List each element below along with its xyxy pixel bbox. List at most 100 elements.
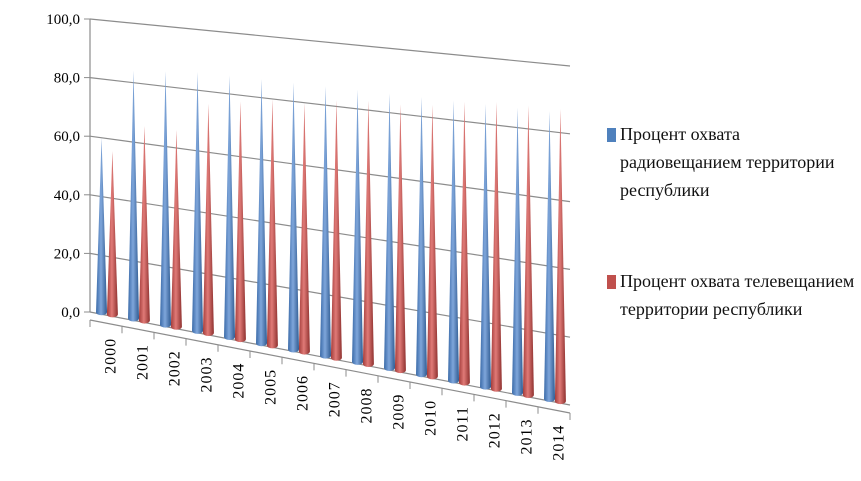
cone-radio-body [96,137,108,316]
cone-tv-body [554,109,566,405]
cone-tv [202,103,214,336]
cone-tv-body [202,103,214,336]
cone-radio [288,82,300,353]
cone-tv-body [490,101,502,392]
y-tick-label: 0,0 [61,305,80,321]
cone-radio-body [352,89,364,365]
gridline [89,311,571,406]
cone-radio [256,79,268,347]
gridline [89,252,571,338]
cone-tv-body [234,101,246,343]
x-tick-label: 2013 [518,418,535,454]
y-tick-labels: 0,0 20,0 40,0 60,0 80,0 100,0 [46,12,80,321]
cone-radio [480,104,492,390]
cone-radio [320,86,332,359]
cone-radio [224,75,236,341]
cone-tv-body [522,105,534,398]
cone-radio-body [544,111,556,403]
cone-radio-body [512,107,524,396]
x-tick-label: 2007 [326,381,343,417]
cone-tv [298,102,310,355]
cone-tv-body [138,125,150,324]
cone-tv-body [106,151,118,318]
cone-tv [394,104,406,374]
x-tick-label: 2012 [486,412,503,448]
cone-tv [266,98,278,349]
cone-tv-body [298,102,310,355]
cone-radio [544,111,556,403]
x-tick-label: 2006 [294,375,311,411]
cone-radio-body [192,71,204,334]
x-tick-label: 2001 [134,344,151,380]
cone-tv [522,105,534,398]
cone-radio [160,71,172,328]
cone-radio [128,70,140,322]
cone-tv-body [330,100,342,361]
cone-radio [448,100,460,384]
x-tick-label: 2002 [166,350,183,386]
legend-swatch-blue [607,128,616,142]
legend: Процент охвата радиовещанием территории … [607,120,857,323]
gridlines [89,18,571,406]
cone-tv [234,101,246,343]
x-tick-label: 2000 [102,338,119,374]
y-tick-label: 100,0 [46,12,80,28]
x-axis-line [89,319,571,414]
cone-radio [512,107,524,396]
cone-radio [416,96,428,378]
cone-tv-body [426,104,438,380]
legend-swatch-red [607,275,616,289]
cone-tv-body [362,100,374,367]
cone-radio [96,137,108,316]
x-tick-label: 2010 [422,400,439,436]
cone-radio-body [480,104,492,390]
x-tick-label: 2004 [230,363,247,399]
cone-tv-body [458,101,470,386]
cone-tv [554,109,566,405]
legend-label-radio: Процент охвата радиовещанием территории … [620,124,835,200]
cone-radio-body [160,71,172,328]
cone-tv-body [266,98,278,349]
cone-radio-body [224,75,236,341]
cone-tv [490,101,502,392]
x-tick-label: 2009 [390,394,407,430]
cone-radio-body [128,70,140,322]
cone-tv [170,129,182,330]
cone-radio [192,71,204,334]
cones [96,70,566,405]
cone-tv [458,101,470,386]
cone-radio [352,89,364,365]
y-tick-label: 80,0 [54,71,80,87]
cone-radio [384,93,396,372]
x-tick-label: 2014 [550,425,567,461]
cone-radio-body [288,82,300,353]
cone-radio-body [384,93,396,372]
gridline [89,77,571,135]
legend-label-tv: Процент охвата телевещанием территории р… [620,271,855,319]
legend-item-tv: Процент охвата телевещанием территории р… [607,267,857,323]
cone-radio-body [256,79,268,347]
axes [84,18,571,420]
cone-radio-body [416,96,428,378]
cone-tv [106,151,118,318]
gridline [89,194,571,270]
cone-tv-body [170,129,182,330]
y-tick-label: 40,0 [54,188,80,204]
y-tick-label: 60,0 [54,129,80,145]
x-tick-label: 2008 [358,387,375,423]
cone-tv [426,104,438,380]
cone-radio-body [448,100,460,384]
cone-tv [362,100,374,367]
cone-tv [138,125,150,324]
cone-tv-body [394,104,406,374]
gridline [89,18,571,67]
x-tick-labels: 2000 2001 2002 2003 2004 2005 2006 2007 2008 2009… [102,338,567,461]
cone-radio-body [320,86,332,359]
cone-tv [330,100,342,361]
x-tick-label: 2011 [454,406,471,441]
legend-item-radio: Процент охвата радиовещанием территории … [607,120,857,204]
x-tick-label: 2003 [198,356,215,392]
gridline [89,135,571,203]
